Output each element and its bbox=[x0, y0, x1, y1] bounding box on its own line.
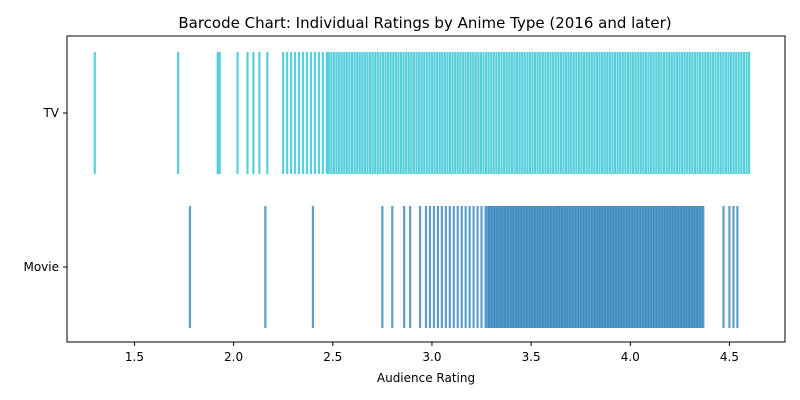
x-tick-label: 2.0 bbox=[224, 350, 243, 364]
series-movie bbox=[188, 206, 739, 328]
plot-frame bbox=[66, 35, 786, 343]
x-axis-label: Audience Rating bbox=[377, 371, 475, 385]
x-tick-label: 3.5 bbox=[522, 350, 541, 364]
x-tick-label: 2.5 bbox=[323, 350, 342, 364]
x-tick-label: 4.5 bbox=[720, 350, 739, 364]
series-tv bbox=[93, 52, 751, 174]
y-tick-label-movie: Movie bbox=[23, 260, 59, 274]
x-tick-label: 3.0 bbox=[422, 350, 441, 364]
y-tick-label-tv: TV bbox=[42, 106, 59, 120]
x-tick-label: 4.0 bbox=[621, 350, 640, 364]
y-axis: TV Movie bbox=[23, 106, 67, 274]
x-tick-label: 1.5 bbox=[125, 350, 144, 364]
rating-marks bbox=[93, 52, 751, 328]
chart-title: Barcode Chart: Individual Ratings by Ani… bbox=[178, 14, 671, 32]
x-axis: 1.5 2.0 2.5 3.0 3.5 4.0 4.5 bbox=[125, 342, 739, 364]
